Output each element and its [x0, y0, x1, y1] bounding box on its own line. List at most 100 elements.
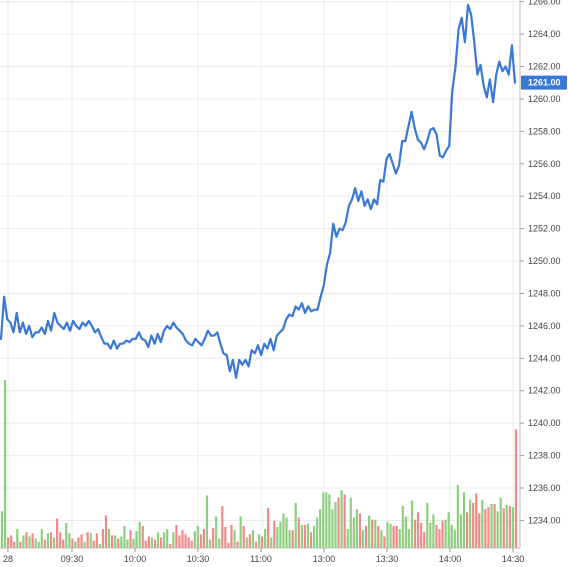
volume-bar: [68, 533, 71, 548]
x-tick-label: 10:30: [187, 554, 210, 564]
volume-bar: [71, 538, 74, 548]
volume-bar: [331, 509, 334, 548]
volume-bar: [7, 537, 10, 548]
volume-bar: [343, 494, 346, 548]
x-axis: 28 09:30 10:00 10:30 11:00 13:00 13:30 14:00 14:…: [0, 547, 524, 564]
volume-bar: [337, 497, 340, 548]
volume-bar: [98, 543, 102, 548]
volume-bar: [416, 512, 420, 548]
volume-bar: [441, 520, 444, 548]
volume-bar: [312, 525, 316, 548]
volume-bar: [77, 537, 80, 548]
volume-bar: [159, 537, 163, 548]
volume-bar: [150, 537, 154, 548]
volume-bar: [273, 520, 276, 548]
volume-bars: [0, 380, 518, 548]
volume-bar: [358, 513, 362, 548]
volume-bar: [432, 514, 435, 548]
volume-bar: [169, 543, 172, 548]
volume-bar: [187, 537, 190, 548]
x-tick-label: 28: [3, 554, 13, 564]
volume-bar: [0, 511, 4, 548]
volume-bar: [114, 535, 117, 548]
volume-bar: [368, 515, 371, 548]
volume-bar: [34, 538, 37, 548]
volume-bar: [141, 525, 144, 548]
volume-bar: [123, 525, 126, 548]
volume-bar: [478, 513, 481, 548]
volume-bar: [224, 527, 227, 548]
y-tick-label: 1258.00: [528, 126, 561, 136]
volume-bar: [306, 523, 310, 548]
volume-bar: [101, 529, 105, 548]
volume-bar: [447, 512, 450, 548]
volume-bar: [80, 534, 83, 548]
volume-bar: [40, 529, 43, 548]
volume-bar: [380, 530, 383, 548]
volume-bar: [248, 534, 251, 548]
last-price-label: 1261.00: [528, 78, 561, 88]
volume-bar: [22, 535, 25, 548]
volume-bar: [377, 525, 380, 548]
volume-bar: [386, 521, 389, 548]
volume-bar: [279, 521, 282, 548]
volume-bar: [389, 523, 392, 548]
volume-bar: [132, 538, 135, 548]
volume-bar: [438, 529, 441, 548]
volume-bar: [10, 535, 13, 548]
volume-bar: [502, 508, 505, 548]
volume-bar: [511, 507, 515, 548]
volume-bar: [444, 519, 447, 548]
volume-bar: [147, 536, 150, 548]
volume-bar: [16, 529, 19, 548]
volume-bar: [193, 531, 196, 548]
volume-bar: [163, 532, 166, 548]
last-price-badge: [521, 75, 567, 90]
volume-bar: [264, 529, 267, 548]
volume-bar: [25, 532, 28, 548]
volume-bar: [52, 537, 56, 548]
y-axis: 1234.00 1236.00 1238.00 1240.00 1242.00 1244.…: [519, 0, 561, 548]
volume-bar: [401, 506, 404, 548]
volume-bar: [83, 541, 86, 548]
volume-bar: [46, 533, 49, 548]
volume-bar: [37, 541, 40, 548]
volume-bar: [349, 497, 352, 548]
volume-bar: [462, 492, 466, 548]
volume-bar: [208, 539, 212, 548]
volume-bar: [172, 532, 175, 548]
y-tick-label: 1244.00: [528, 353, 561, 363]
volume-bar: [383, 536, 386, 548]
volume-bar: [55, 518, 59, 548]
volume-bar: [340, 490, 343, 548]
volume-bar: [190, 540, 193, 548]
volume-bar: [459, 514, 463, 548]
volume-bar: [490, 503, 493, 548]
volume-bar: [282, 513, 285, 548]
volume-bar: [499, 497, 502, 548]
volume-bar: [361, 530, 365, 548]
price-series-line: [0, 3, 517, 379]
volume-bar: [221, 506, 224, 548]
x-tick-label: 09:30: [61, 554, 84, 564]
volume-bar: [184, 534, 187, 548]
volume-bar: [429, 522, 432, 548]
volume-bar: [297, 517, 300, 548]
volume-bar: [120, 536, 123, 548]
volume-bar: [236, 541, 239, 548]
volume-bar: [505, 504, 508, 548]
volume-bar: [267, 508, 270, 548]
volume-bar: [202, 529, 206, 548]
volume-bar: [456, 485, 459, 548]
last-price-marker: 1261.00: [521, 75, 567, 90]
volume-bar: [395, 525, 398, 548]
volume-bar: [291, 530, 294, 548]
volume-bar: [288, 530, 291, 548]
volume-bar: [352, 517, 355, 548]
volume-bar: [111, 535, 114, 548]
volume-bar: [309, 532, 313, 548]
y-tick-label: 1252.00: [528, 224, 561, 234]
volume-bar: [129, 530, 132, 548]
volume-bar: [514, 429, 518, 548]
y-tick-label: 1246.00: [528, 321, 561, 331]
